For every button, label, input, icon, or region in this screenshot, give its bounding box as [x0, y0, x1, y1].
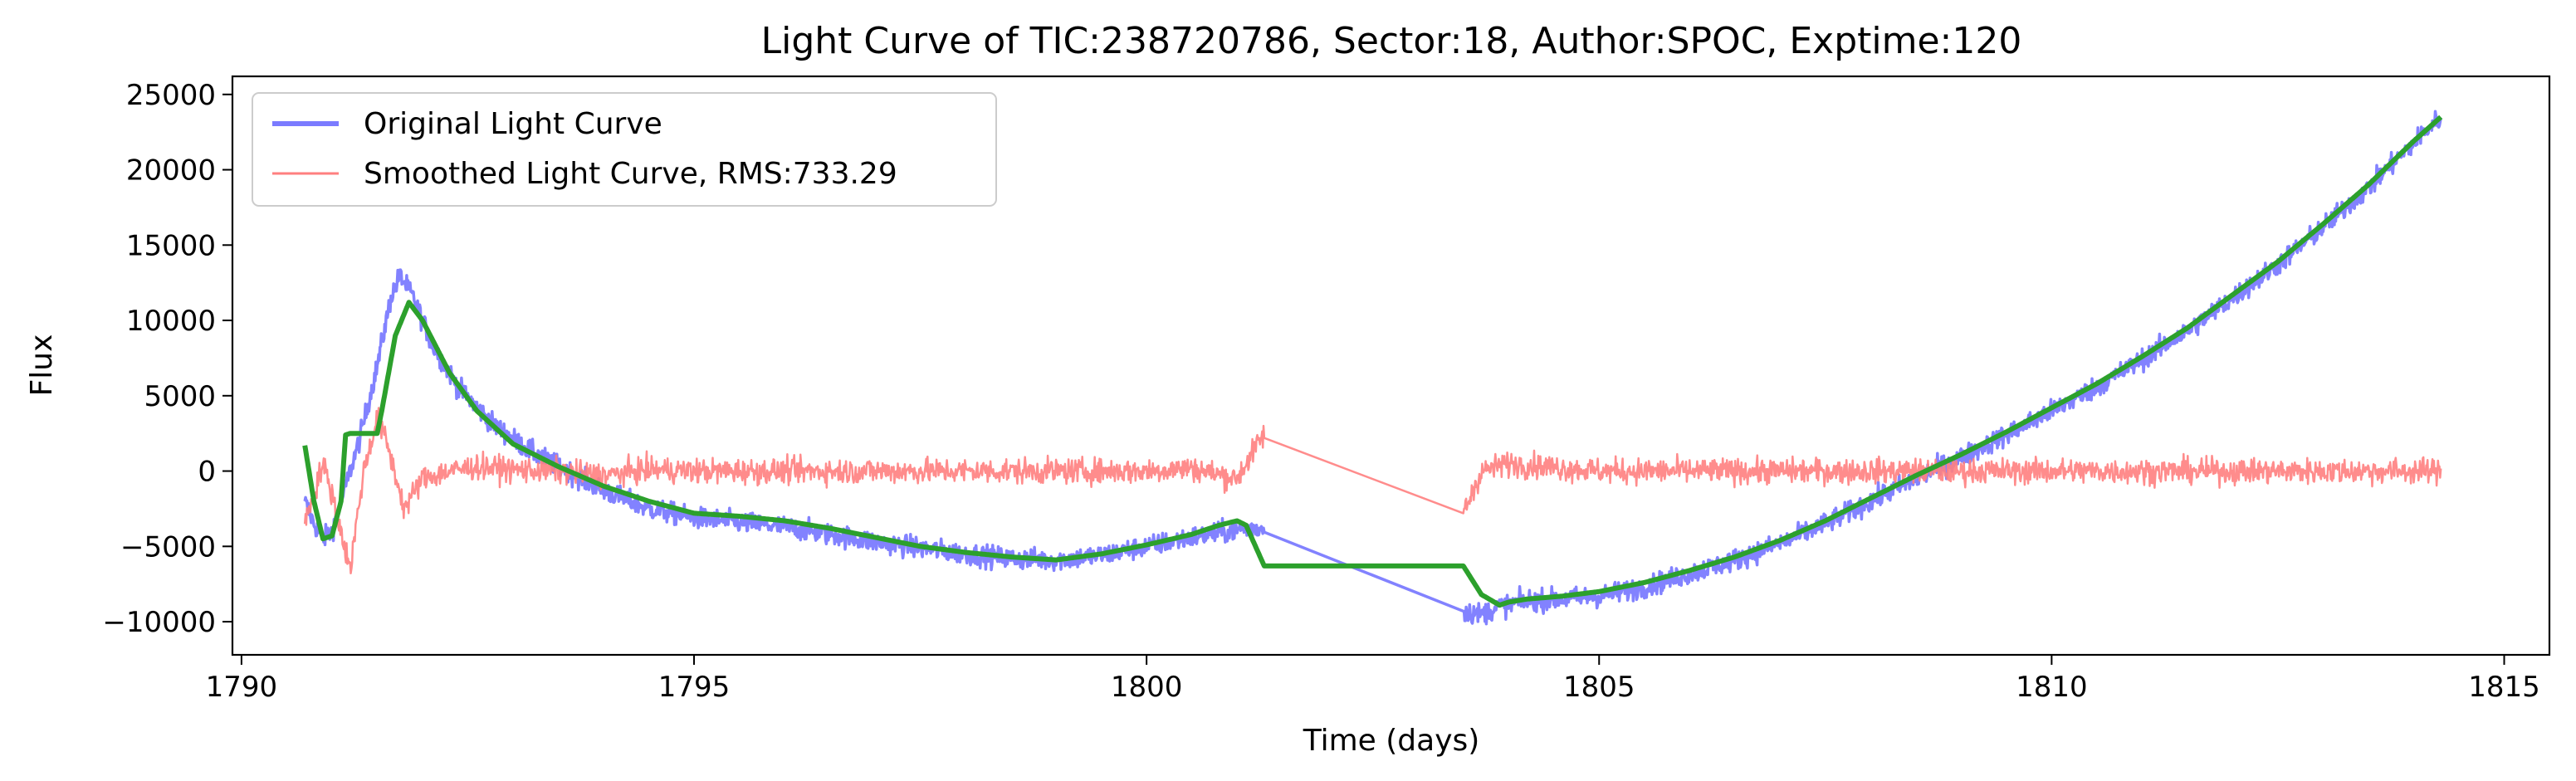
legend-box — [252, 92, 997, 207]
x-axis: 1790 1795 1800 1805 1810 1815 — [206, 655, 2540, 704]
y-axis-label: Flux — [25, 334, 59, 397]
chart-title: Light Curve of TIC:238720786, Sector:18,… — [761, 20, 2022, 62]
y-tick-label: 20000 — [126, 154, 216, 188]
y-tick-label: 10000 — [126, 305, 216, 338]
plot-area — [302, 110, 2443, 626]
legend-label-smoothed: Smoothed Light Curve, RMS:733.29 — [364, 157, 897, 191]
series-trend-line — [302, 115, 2443, 608]
legend-label-original: Original Light Curve — [364, 107, 662, 141]
y-tick-label: 5000 — [144, 380, 216, 413]
y-tick-label: 25000 — [126, 79, 216, 112]
x-tick-label: 1800 — [1111, 671, 1183, 704]
x-tick-label: 1795 — [658, 671, 731, 704]
plot-frame — [231, 75, 2551, 657]
series-layer — [302, 110, 2443, 626]
y-tick-label: −5000 — [120, 530, 216, 564]
x-axis-label: Time (days) — [1303, 724, 1480, 758]
x-tick-label: 1815 — [2468, 671, 2540, 704]
y-axis: −10000 −5000 0 5000 10000 15000 20000 25000 — [102, 79, 232, 639]
legend: Original Light Curve Smoothed Light Curv… — [252, 92, 997, 207]
series-smoothed-line — [303, 407, 2442, 575]
x-tick-label: 1790 — [206, 671, 278, 704]
x-tick-label: 1805 — [1563, 671, 1635, 704]
y-tick-label: 15000 — [126, 229, 216, 262]
y-tick-label: −10000 — [102, 606, 216, 639]
x-tick-label: 1810 — [2016, 671, 2088, 704]
y-tick-label: 0 — [198, 456, 216, 489]
